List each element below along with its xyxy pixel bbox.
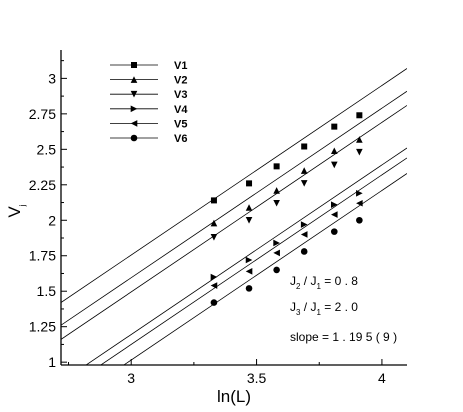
data-point-v1 [273,163,280,170]
x-axis-title: ln(L) [217,387,251,406]
ratio2-top-sub: 3 [296,308,301,317]
legend-marker-v6 [130,134,138,142]
y-tick-label: 1.75 [29,248,56,264]
y-tick-label: 1 [48,354,56,370]
legend: V1 V2 V3 V4 V5 V6 [110,60,188,145]
legend-label-v1: V1 [174,60,187,72]
ratio2-sep: / [300,300,310,314]
data-point-v6 [300,248,308,255]
data-point-v6 [245,285,253,292]
legend-marker-v3 [130,90,138,98]
y-tick-label: 2.25 [29,177,56,193]
data-point-v3 [330,161,338,169]
legend-marker-v1 [131,62,137,68]
ratio1-bot-sub: 1 [316,282,321,291]
slope-annotation: slope = 1 . 19 5 ( 9 ) [290,330,397,344]
y-tick-label: 1.5 [37,283,57,299]
fit-lines [61,68,407,365]
fit-line-v2 [61,90,407,326]
fit-line-v4 [85,147,407,365]
data-point-v5 [300,231,308,238]
legend-label-v2: V2 [174,75,187,87]
data-point-v2 [356,136,363,143]
legend-label-v6: V6 [174,133,187,145]
data-point-v4 [300,221,308,228]
data-point-v3 [300,180,308,187]
fit-line-v3 [61,105,407,340]
data-point-v6 [210,299,218,306]
y-tick-label: 2.5 [37,141,57,157]
x-ticks: 3 3.5 4 [68,359,386,386]
data-point-v3 [245,216,253,224]
legend-label-v3: V3 [174,89,187,101]
legend-marker-v4 [130,105,138,113]
fit-line-v5 [100,157,407,365]
data-point-v5 [210,282,218,289]
ratio2-value: = 2 . 0 [321,300,358,314]
data-point-v3 [273,199,280,207]
data-point-v6 [356,216,363,224]
x-tick-label: 4 [378,370,386,386]
data-point-v2 [300,167,308,174]
ratio-annotation-1: J2 / J1 = 0 . 8 [290,274,358,291]
data-point-v4 [245,256,253,264]
y-axis-title-main: V [5,206,24,218]
svg-text:Vj: Vj [5,204,27,217]
ratio1-j-bot: J [310,274,316,288]
x-tick-label: 3 [127,370,135,386]
data-point-v4 [210,273,218,281]
fit-line-v6 [123,173,407,365]
legend-label-v4: V4 [174,104,188,116]
legend-marker-v2 [130,76,138,83]
data-point-v2 [245,204,253,211]
data-point-v1 [210,197,217,204]
markers [210,112,363,306]
y-tick-label: 3 [48,70,56,86]
data-point-v1 [301,143,308,150]
data-point-v6 [330,228,338,235]
data-point-v3 [210,233,218,241]
legend-marker-v5 [130,120,138,127]
data-point-v3 [356,148,363,156]
data-point-v5 [330,211,338,218]
data-point-v5 [245,268,253,275]
data-point-v1 [331,123,338,130]
x-tick-label: 3.5 [247,370,267,386]
ratio-annotation-2: J3 / J1 = 2 . 0 [290,300,358,317]
legend-label-v5: V5 [174,118,187,130]
data-point-v4 [273,239,280,247]
annotations: J2 / J1 = 0 . 8 J3 / J1 = 2 . 0 slope = … [290,274,397,344]
ratio2-j-top: J [290,300,296,314]
data-point-v4 [356,190,363,197]
ratio1-sep: / [300,274,310,288]
ratio1-top-sub: 2 [296,282,301,291]
ratio1-j-top: J [290,274,296,288]
data-point-v1 [356,112,363,119]
y-tick-label: 2 [48,212,56,228]
y-tick-label: 2.75 [29,106,56,122]
data-point-v1 [246,180,253,187]
ratio2-bot-sub: 1 [316,308,321,317]
ratio1-value: = 0 . 8 [321,274,358,288]
data-point-v2 [273,187,280,194]
ratio2-j-bot: J [310,300,316,314]
y-tick-label: 1.25 [29,319,56,335]
data-point-v4 [330,201,338,208]
y-ticks: 1 1.25 1.5 1.75 2 2.25 2.5 2.75 3 [29,60,67,370]
data-point-v5 [273,249,280,257]
data-point-v5 [356,199,363,207]
data-point-v6 [273,266,280,274]
y-axis-title: Vj [5,204,27,217]
axes [60,50,407,366]
data-point-v2 [330,147,338,155]
data-point-v2 [210,219,218,227]
fit-line-v1 [61,68,407,303]
y-axis-title-sub: j [18,204,27,207]
